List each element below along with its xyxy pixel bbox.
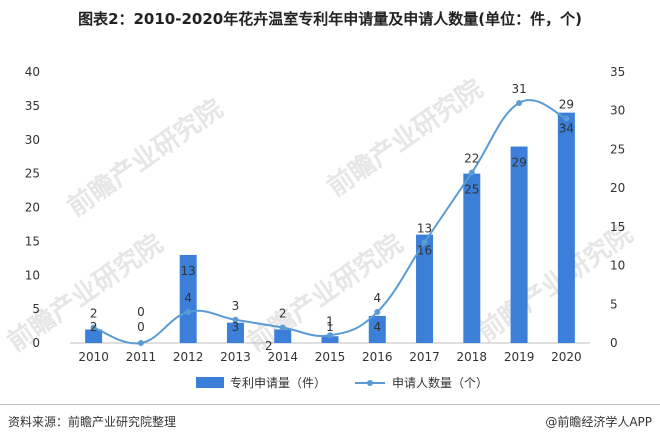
y-left-tick-label: 20 (25, 201, 40, 215)
legend-label-patents: 专利申请量（件） (230, 375, 326, 390)
bar (557, 112, 575, 344)
bar-data-label: 3 (232, 320, 240, 334)
y-left-tick-label: 35 (25, 99, 40, 113)
line-data-label: 13 (417, 221, 432, 235)
bar-data-label: 2 (90, 320, 98, 334)
bar-data-label: 34 (559, 122, 574, 136)
watermark-text: 前瞻产业研究院 (62, 93, 229, 223)
chart-footer: 资料来源：前瞻产业研究院整理 @前瞻经济学人APP (0, 404, 660, 433)
line-data-label: 31 (511, 82, 526, 96)
y-left-tick-label: 15 (25, 234, 40, 248)
line-point (421, 239, 428, 246)
line-point (279, 324, 286, 331)
line-data-label: 4 (184, 291, 192, 305)
bar (226, 322, 244, 343)
x-tick-label: 2019 (504, 350, 535, 364)
x-tick-label: 2017 (409, 350, 440, 364)
bar-data-label: 1 (326, 320, 334, 334)
x-tick-label: 2013 (220, 350, 251, 364)
line-data-label: 22 (464, 152, 479, 166)
bar (416, 234, 434, 343)
y-right-tick-label: 5 (610, 297, 618, 311)
y-left-tick-label: 0 (32, 336, 40, 350)
y-left-tick-label: 40 (25, 65, 40, 79)
legend-label-applicants: 申请人数量（个） (392, 375, 488, 390)
line-data-label: 29 (559, 97, 574, 111)
y-left-tick-label: 25 (25, 167, 40, 181)
bar-data-label: 13 (181, 264, 196, 278)
line-point (374, 309, 381, 316)
x-tick-label: 2012 (173, 350, 204, 364)
source-note: 资料来源：前瞻产业研究院整理 (8, 415, 177, 429)
bar (510, 146, 528, 343)
line-point (327, 332, 333, 339)
bar-data-label: 0 (137, 320, 145, 334)
watermark-text: 前瞻产业研究院 (472, 218, 639, 348)
line-data-label: 1 (326, 314, 334, 328)
line-data-label: 3 (232, 299, 240, 313)
bar (85, 329, 103, 343)
x-tick-label: 2020 (551, 350, 582, 364)
series-line-applicants (93, 99, 567, 345)
x-tick-label: 2018 (457, 350, 488, 364)
bar-data-label: 16 (417, 244, 432, 258)
bar (321, 336, 339, 343)
line-point (563, 115, 570, 122)
y-right-tick-label: 10 (610, 259, 625, 273)
line-point (90, 324, 97, 331)
x-tick-label: 2014 (267, 350, 298, 364)
bar-data-label: 29 (511, 156, 526, 170)
line-point (468, 169, 475, 176)
bar-data-label: 25 (464, 183, 479, 197)
y-right-tick-label: 25 (610, 142, 625, 156)
y-right-tick-label: 15 (610, 220, 625, 234)
bar (179, 254, 197, 343)
y-left-tick-label: 5 (32, 302, 40, 316)
line-data-label: 4 (373, 291, 381, 305)
y-left-tick-label: 10 (25, 268, 40, 282)
line-point (137, 340, 144, 346)
bar-data-label: 4 (373, 320, 381, 334)
line-point (232, 316, 239, 323)
line-data-label: 2 (90, 307, 98, 321)
line-point (516, 99, 523, 106)
y-right-tick-label: 35 (610, 65, 625, 79)
line-data-label: 2 (279, 307, 287, 321)
chart-title: 图表2：2010-2020年花卉温室专利年申请量及申请人数量(单位：件，个) (78, 10, 582, 28)
bar (463, 173, 481, 343)
y-left-tick-label: 30 (25, 133, 40, 147)
y-right-tick-label: 20 (610, 181, 625, 195)
brand-credit: @前瞻经济学人APP (545, 415, 652, 429)
x-tick-label: 2011 (126, 350, 157, 364)
legend-bar-swatch (196, 377, 224, 388)
legend-line-marker (367, 380, 373, 386)
x-tick-label: 2016 (362, 350, 393, 364)
bar (368, 315, 386, 343)
x-tick-label: 2010 (78, 350, 109, 364)
bar-data-label: 2 (265, 339, 273, 353)
bar (274, 329, 292, 343)
line-data-label: 0 (137, 305, 145, 319)
line-point (185, 309, 192, 316)
x-tick-label: 2015 (315, 350, 346, 364)
y-right-tick-label: 30 (610, 104, 625, 118)
y-right-tick-label: 0 (610, 336, 618, 350)
